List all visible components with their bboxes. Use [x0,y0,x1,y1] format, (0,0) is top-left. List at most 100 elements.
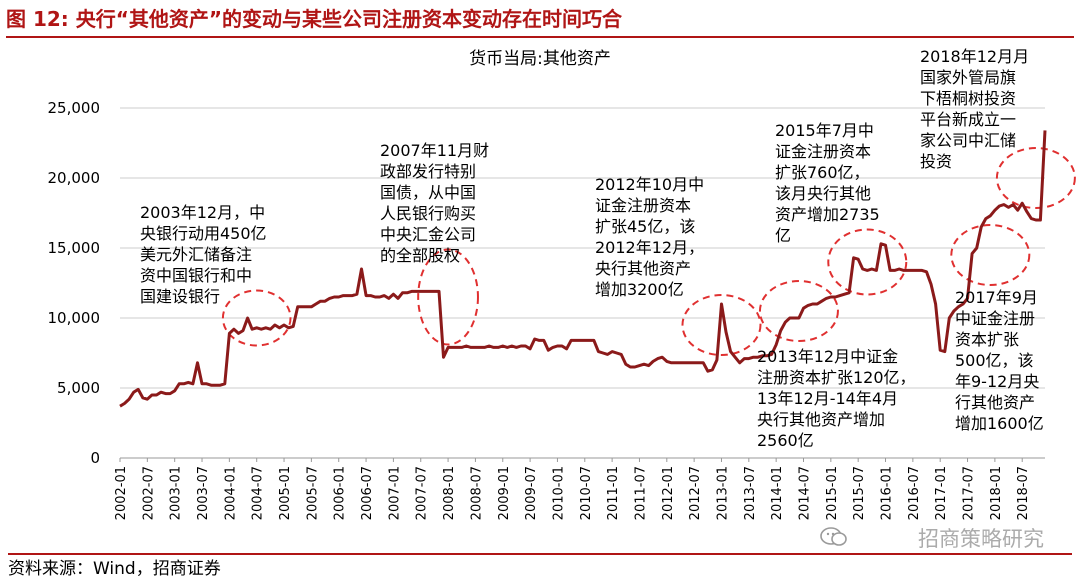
y-tick-label: 15,000 [48,239,101,257]
highlight-circle [950,224,1031,286]
x-tick-label: 2018-01 [989,466,1004,520]
y-tick-label: 20,000 [48,169,101,187]
x-tick-label: 2010-07 [579,466,594,520]
annotation-line: 2003年12月，中 [140,203,265,222]
x-tick-label: 2011-01 [606,466,621,520]
annotation-line: 行其他资产 [955,393,1035,412]
x-tick-label: 2002-07 [141,466,156,520]
annotation-line: 2012年12月， [595,238,704,257]
annotation-line: 的全部股权 [380,246,460,265]
x-tick-label: 2012-01 [661,466,676,520]
annotation-line: 家公司中汇储 [920,131,1016,150]
x-tick-label: 2016-07 [907,466,922,520]
annotation-line: 注册资本扩张120亿， [757,368,916,387]
x-tick-label: 2004-07 [251,466,266,520]
x-tick-label: 2014-01 [770,466,785,520]
x-tick-label: 2003-07 [196,466,211,520]
annotation-line: 2560亿 [757,431,814,450]
annotation-line: 增加3200亿 [595,280,684,299]
highlight-circles [221,147,1076,356]
x-tick-label: 2017-01 [934,466,949,520]
annotation-line: 13年12月-14年4月 [757,389,898,408]
annotation-line: 平台新成立一 [920,110,1016,129]
highlight-circle [995,147,1076,209]
annotation-line: 国建设银行 [140,287,220,306]
x-tick-label: 2015-01 [825,466,840,520]
gridlines [120,107,1045,459]
annotation-line: 资本扩张 [955,330,1019,349]
figure-title: 图 12: 央行“其他资产”的变动与某些公司注册资本变动存在时间巧合 [6,2,1074,38]
x-tick-label: 2013-01 [715,466,730,520]
annotation-line: 资中国银行和中 [140,266,252,285]
y-tick-label: 5,000 [57,379,100,397]
x-tick-label: 2004-01 [223,466,238,520]
annotation-line: 中央汇金公司 [380,225,476,244]
chart-title: 货币当局:其他资产 [469,49,611,69]
annotation-line: 证金注册资本 [775,142,871,161]
x-tick-label: 2013-07 [743,466,758,520]
x-tick-label: 2002-01 [114,466,129,520]
x-tick-label: 2010-01 [551,466,566,520]
annotation-line: 政部发行特别 [380,162,476,181]
x-tick-label: 2017-07 [962,466,977,520]
series-layer [119,130,1047,408]
watermark: 招商策略研究 [918,527,1044,551]
x-axis-ticks: 2002-01 2002-07 2003-01 2003-07 2004-01 2004-… [114,458,1031,520]
annotation-line: 500亿，该 [955,351,1034,370]
wechat-icon [820,527,847,546]
annotation-line: 央行其他资产增加 [757,410,885,429]
annotation-line: 证金注册资本 [595,196,691,215]
annotation-line: 央行其他资产 [595,259,691,278]
series-line [119,130,1047,408]
y-tick-label: 0 [90,449,100,467]
annotation-line: 国债，从中国 [380,183,476,202]
source-note: 资料来源：Wind，招商证券 [8,553,1072,583]
annotation-line: 2017年9月 [955,288,1038,307]
highlight-circle [221,289,292,347]
x-tick-label: 2006-01 [333,466,348,520]
x-tick-label: 2007-01 [387,466,402,520]
x-tick-label: 2003-01 [169,466,184,520]
y-axis-ticks: 25,000 20,000 15,000 10,000 5,000 0 [48,99,101,467]
x-tick-label: 2008-07 [469,466,484,520]
annotation-line: 2013年12月中证金 [757,347,898,366]
annotation-line: 2007年11月财 [380,141,489,160]
x-tick-label: 2018-07 [1016,466,1031,520]
y-tick-label: 25,000 [48,99,101,117]
highlight-circle [417,248,479,346]
annotation-line: 资产增加2735 [775,205,880,224]
annotation-line: 该月央行其他 [775,184,871,203]
x-tick-label: 2005-07 [305,466,320,520]
highlight-circle [681,294,762,356]
annotation-line: 下梧桐树投资 [920,89,1016,108]
x-tick-label: 2016-01 [880,466,895,520]
y-tick-label: 10,000 [48,309,101,327]
annotation-line: 美元外汇储备注 [140,245,252,264]
annotation-line: 扩张45亿，该 [595,217,695,236]
annotation-line: 国家外管局旗 [920,68,1016,87]
annotations: 2003年12月，中央银行动用450亿美元外汇储备注资中国银行和中国建设银行20… [140,47,1044,450]
x-tick-label: 2015-07 [852,466,867,520]
annotation-line: 2012年10月中 [595,175,704,194]
highlight-circle [827,228,908,296]
x-tick-label: 2008-01 [442,466,457,520]
annotation-line: 增加1600亿 [955,414,1044,433]
annotation-line: 投资 [920,152,952,171]
annotation-line: 人民银行购买 [380,204,476,223]
x-tick-label: 2012-07 [688,466,703,520]
x-tick-label: 2014-07 [797,466,812,520]
annotation-line: 年9-12月央 [955,372,1039,391]
highlight-circle [758,280,839,342]
annotation-line: 亿 [775,226,791,245]
x-tick-label: 2009-01 [497,466,512,520]
x-tick-label: 2006-07 [360,466,375,520]
annotation-line: 2018年12月月 [920,47,1029,66]
